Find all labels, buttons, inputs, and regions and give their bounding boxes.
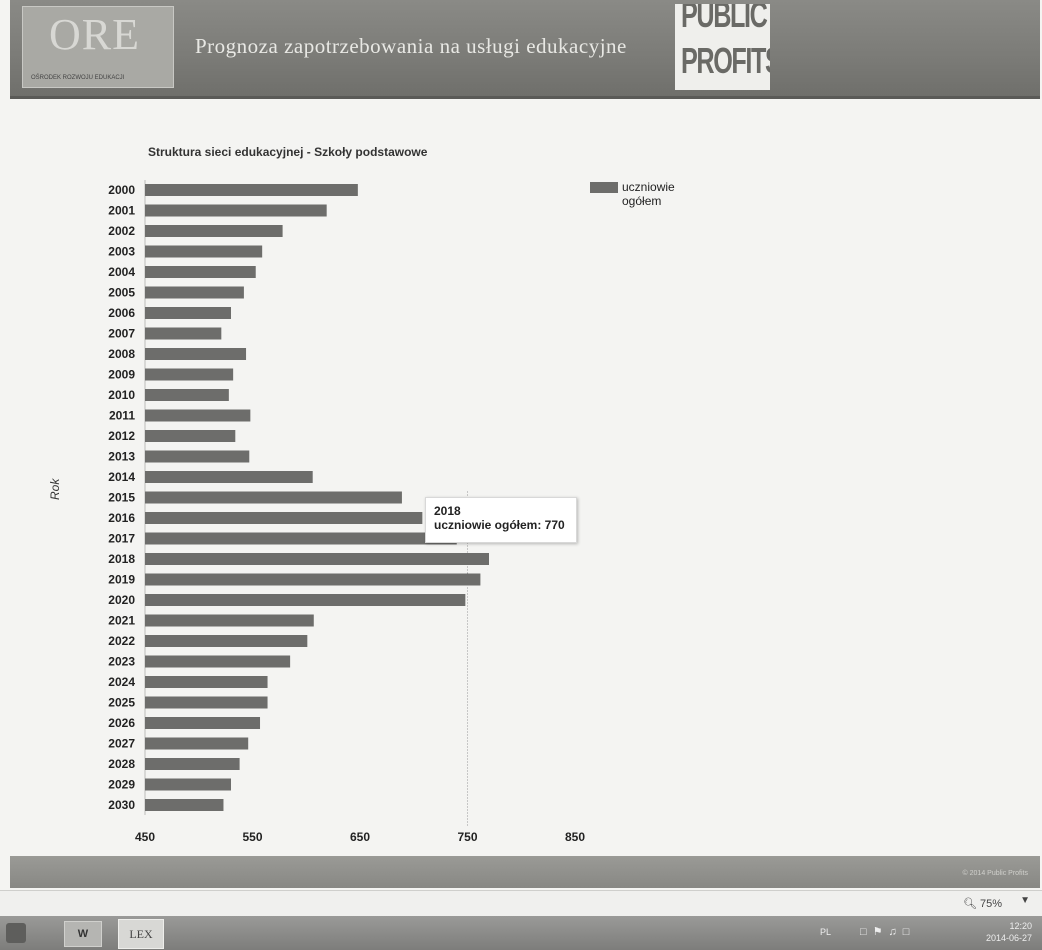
y-tick-label: 2024 xyxy=(108,675,135,689)
bar-2027[interactable] xyxy=(145,737,249,750)
y-tick-label: 2005 xyxy=(108,286,135,300)
bar-2001[interactable] xyxy=(145,204,327,217)
tooltip-year: 2018 xyxy=(434,504,461,518)
y-tick-label: 2008 xyxy=(108,347,135,361)
y-tick-label: 2014 xyxy=(108,470,135,484)
y-axis-label: Rok xyxy=(48,478,62,500)
bar-chart: 2000 2001 2002 2003 2004 2005 2006 2007 2008 2009… xyxy=(108,180,585,844)
bar-2015[interactable] xyxy=(145,491,402,504)
y-tick-label: 2026 xyxy=(108,716,135,730)
bar-2022[interactable] xyxy=(145,635,308,647)
language-indicator[interactable]: PL xyxy=(820,927,832,937)
zoom-dropdown-icon[interactable]: ▼ xyxy=(1020,895,1030,906)
bar-2029[interactable] xyxy=(145,778,231,791)
y-tick-label: 2010 xyxy=(108,388,135,402)
taskbar-word-button[interactable]: W xyxy=(64,921,102,947)
magnifier-icon: 🔍︎ xyxy=(962,898,977,910)
footer-bar: © 2014 Public Profits xyxy=(10,856,1040,888)
page-title: Prognoza zapotrzebowania na usługi eduka… xyxy=(195,34,627,58)
ore-logo-text: ORE xyxy=(49,10,140,59)
taskbar-lex-button[interactable]: LEX xyxy=(118,919,164,949)
y-tick-label: 2023 xyxy=(108,655,135,669)
y-tick-label: 2004 xyxy=(108,265,135,279)
bar-2007[interactable] xyxy=(145,327,222,340)
bar-2026[interactable] xyxy=(145,717,261,729)
bar-2021[interactable] xyxy=(145,614,314,627)
ore-logo[interactable]: ORE OŚRODEK ROZWOJU EDUKACJI xyxy=(22,6,174,88)
start-button[interactable] xyxy=(6,923,26,943)
bar-2006[interactable] xyxy=(145,307,231,319)
chart-title: Struktura sieci edukacyjnej - Szkoły pod… xyxy=(148,145,428,159)
y-tick-label: 2019 xyxy=(108,573,135,587)
bar-2003[interactable] xyxy=(145,245,263,258)
y-tick-label: 2018 xyxy=(108,552,135,566)
y-tick-label: 2022 xyxy=(108,634,135,648)
ore-logo-subtitle: OŚRODEK ROZWOJU EDUKACJI xyxy=(31,75,125,81)
bar-2005[interactable] xyxy=(145,286,244,299)
bar-2004[interactable] xyxy=(145,266,256,278)
public-profits-logo-line1: PUBLIC xyxy=(681,4,768,35)
system-tray[interactable]: □⚑♫□ xyxy=(860,926,916,938)
clock-time: 12:20 xyxy=(1009,921,1032,931)
bar-2025[interactable] xyxy=(145,696,268,709)
bar-2014[interactable] xyxy=(145,471,313,483)
bar-2008[interactable] xyxy=(145,348,247,360)
y-tick-label: 2028 xyxy=(108,757,135,771)
tooltip-value: uczniowie ogółem: 770 xyxy=(434,518,565,532)
y-tick-label: 2021 xyxy=(108,614,135,628)
bar-2017[interactable] xyxy=(145,532,457,545)
bar-2018[interactable] xyxy=(145,553,489,565)
y-tick-label: 2003 xyxy=(108,245,135,259)
y-tick-label: 2017 xyxy=(108,532,135,546)
y-tick-label: 2002 xyxy=(108,224,135,238)
legend-swatch[interactable] xyxy=(590,182,618,193)
y-tick-label: 2000 xyxy=(108,183,135,197)
x-tick-label: 850 xyxy=(565,830,585,844)
x-tick-label: 450 xyxy=(135,830,155,844)
x-tick-label: 750 xyxy=(457,830,477,844)
legend-label[interactable]: uczniowie ogółem xyxy=(622,180,675,208)
app-header: ORE OŚRODEK ROZWOJU EDUKACJI Prognoza za… xyxy=(10,0,1040,99)
y-tick-label: 2009 xyxy=(108,368,135,382)
bar-2011[interactable] xyxy=(145,409,251,422)
bar-2002[interactable] xyxy=(145,225,283,237)
taskbar-clock[interactable]: 12:20 2014-06-27 xyxy=(986,920,1032,944)
bar-2000[interactable] xyxy=(145,184,358,196)
x-tick-label: 550 xyxy=(242,830,262,844)
y-tick-label: 2016 xyxy=(108,511,135,525)
y-tick-label: 2020 xyxy=(108,593,135,607)
bar-2028[interactable] xyxy=(145,758,240,770)
bar-2016[interactable] xyxy=(145,512,423,524)
clock-date: 2014-06-27 xyxy=(985,933,1032,943)
bar-2019[interactable] xyxy=(145,573,481,586)
y-tick-label: 2006 xyxy=(108,306,135,320)
y-tick-label: 2013 xyxy=(108,450,135,464)
y-tick-label: 2025 xyxy=(108,696,135,710)
bar-2024[interactable] xyxy=(145,676,268,688)
y-tick-label: 2015 xyxy=(108,491,135,505)
y-tick-label: 2012 xyxy=(108,429,135,443)
y-tick-label: 2030 xyxy=(108,798,135,812)
bar-2009[interactable] xyxy=(145,368,234,381)
y-tick-label: 2029 xyxy=(108,778,135,792)
bar-2020[interactable] xyxy=(145,594,466,606)
bar-2023[interactable] xyxy=(145,655,291,668)
y-tick-label: 2001 xyxy=(108,204,135,218)
y-tick-label: 2011 xyxy=(109,409,135,423)
taskbar: W LEX PL □⚑♫□ 12:20 2014-06-27 xyxy=(0,916,1042,950)
status-bar: 🔍︎ 75% ▼ xyxy=(0,890,1042,917)
y-tick-label: 2007 xyxy=(108,327,135,341)
zoom-level[interactable]: 🔍︎ 75% xyxy=(963,897,1002,910)
y-tick-label: 2027 xyxy=(108,737,135,751)
chart-tooltip: 2018 uczniowie ogółem: 770 xyxy=(425,497,577,543)
bar-2012[interactable] xyxy=(145,430,236,442)
zoom-value: 75% xyxy=(979,898,1002,910)
x-tick-label: 650 xyxy=(350,830,370,844)
bar-2010[interactable] xyxy=(145,389,229,401)
bar-2013[interactable] xyxy=(145,450,250,463)
footer-copyright: © 2014 Public Profits xyxy=(962,870,1028,877)
bar-2030[interactable] xyxy=(145,799,224,811)
